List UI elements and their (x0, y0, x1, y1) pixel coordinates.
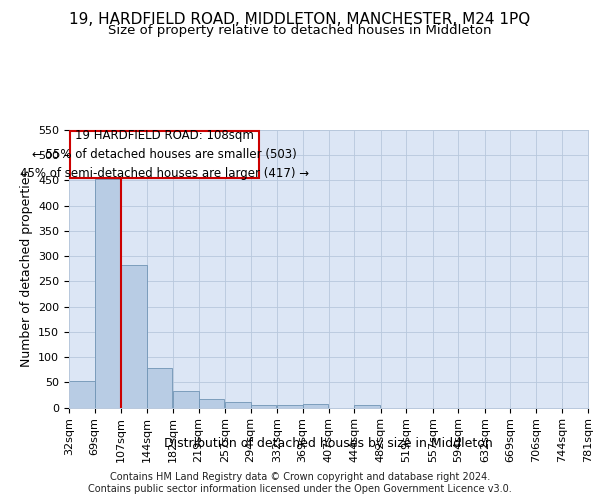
Bar (95, 180, 120, 408)
Bar (302, 404, 328, 407)
Y-axis label: Number of detached properties: Number of detached properties (20, 170, 32, 367)
FancyBboxPatch shape (70, 130, 259, 178)
Bar (146, 368, 172, 408)
Bar (251, 405, 276, 407)
Bar (277, 405, 302, 407)
Text: Size of property relative to detached houses in Middleton: Size of property relative to detached ho… (108, 24, 492, 37)
Bar (355, 405, 380, 407)
Text: 19, HARDFIELD ROAD, MIDDLETON, MANCHESTER, M24 1PQ: 19, HARDFIELD ROAD, MIDDLETON, MANCHESTE… (70, 12, 530, 28)
Text: 19 HARDFIELD ROAD: 108sqm
← 55% of detached houses are smaller (503)
45% of semi: 19 HARDFIELD ROAD: 108sqm ← 55% of detac… (20, 128, 309, 180)
Text: Contains public sector information licensed under the Open Government Licence v3: Contains public sector information licen… (88, 484, 512, 494)
Bar (69, 381, 95, 407)
Text: Contains HM Land Registry data © Crown copyright and database right 2024.: Contains HM Land Registry data © Crown c… (110, 472, 490, 482)
Bar (225, 402, 251, 407)
Text: Distribution of detached houses by size in Middleton: Distribution of detached houses by size … (164, 438, 493, 450)
Bar (199, 399, 224, 407)
Bar (121, 264, 146, 408)
Bar (173, 392, 199, 407)
